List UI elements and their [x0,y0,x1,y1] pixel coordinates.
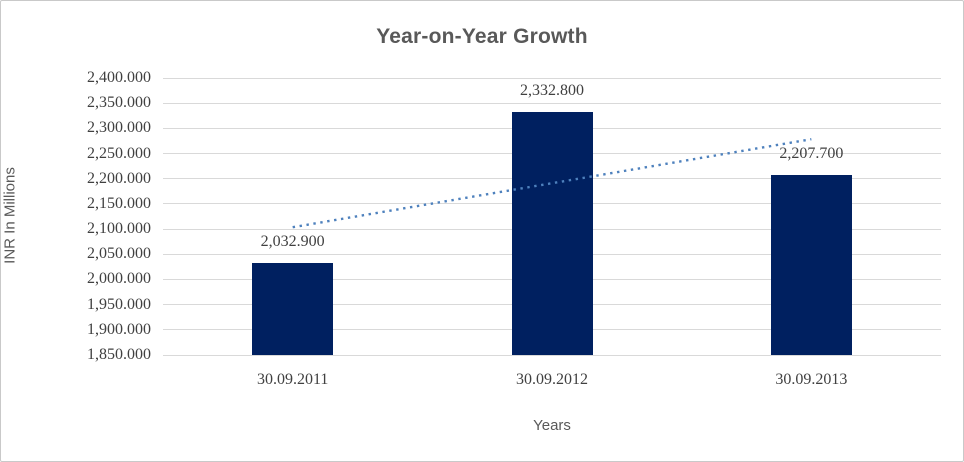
y-tick-label: 2,400.000 [87,69,151,86]
bar-30.09.2011 [252,262,334,355]
y-axis-title: INR In Millions [1,167,19,264]
data-label: 2,032.900 [260,232,325,250]
data-label: 2,332.800 [520,81,584,99]
y-tick-label: 2,200.000 [87,169,151,187]
y-tick-label: 2,300.000 [87,119,151,137]
y-tick-label: 2,050.000 [87,245,151,263]
y-tick-label: 2,250.000 [87,144,151,162]
y-tick-label: 2,000.000 [87,270,151,288]
bar-30.09.2012 [511,111,593,355]
y-tick-label: 1,900.000 [87,320,151,338]
chart-title: Year-on-Year Growth [376,25,588,48]
bar-30.09.2013 [770,174,852,355]
x-tick-label: 30.09.2012 [516,371,588,388]
y-tick-label: 1,950.000 [87,295,151,313]
x-axis-line [163,354,941,356]
y-tick-label: 2,150.000 [87,194,151,212]
x-tick-label: 30.09.2011 [256,371,329,388]
data-label: 2,207.700 [779,144,844,162]
y-tick-label: 1,850.000 [87,346,151,363]
gridline [163,102,941,104]
x-tick-label: 30.09.2013 [775,371,848,388]
x-axis-title: Years [533,417,571,434]
y-tick-label: 2,100.000 [87,220,151,238]
y-tick-label: 2,350.000 [87,94,151,112]
gridline [163,77,941,79]
